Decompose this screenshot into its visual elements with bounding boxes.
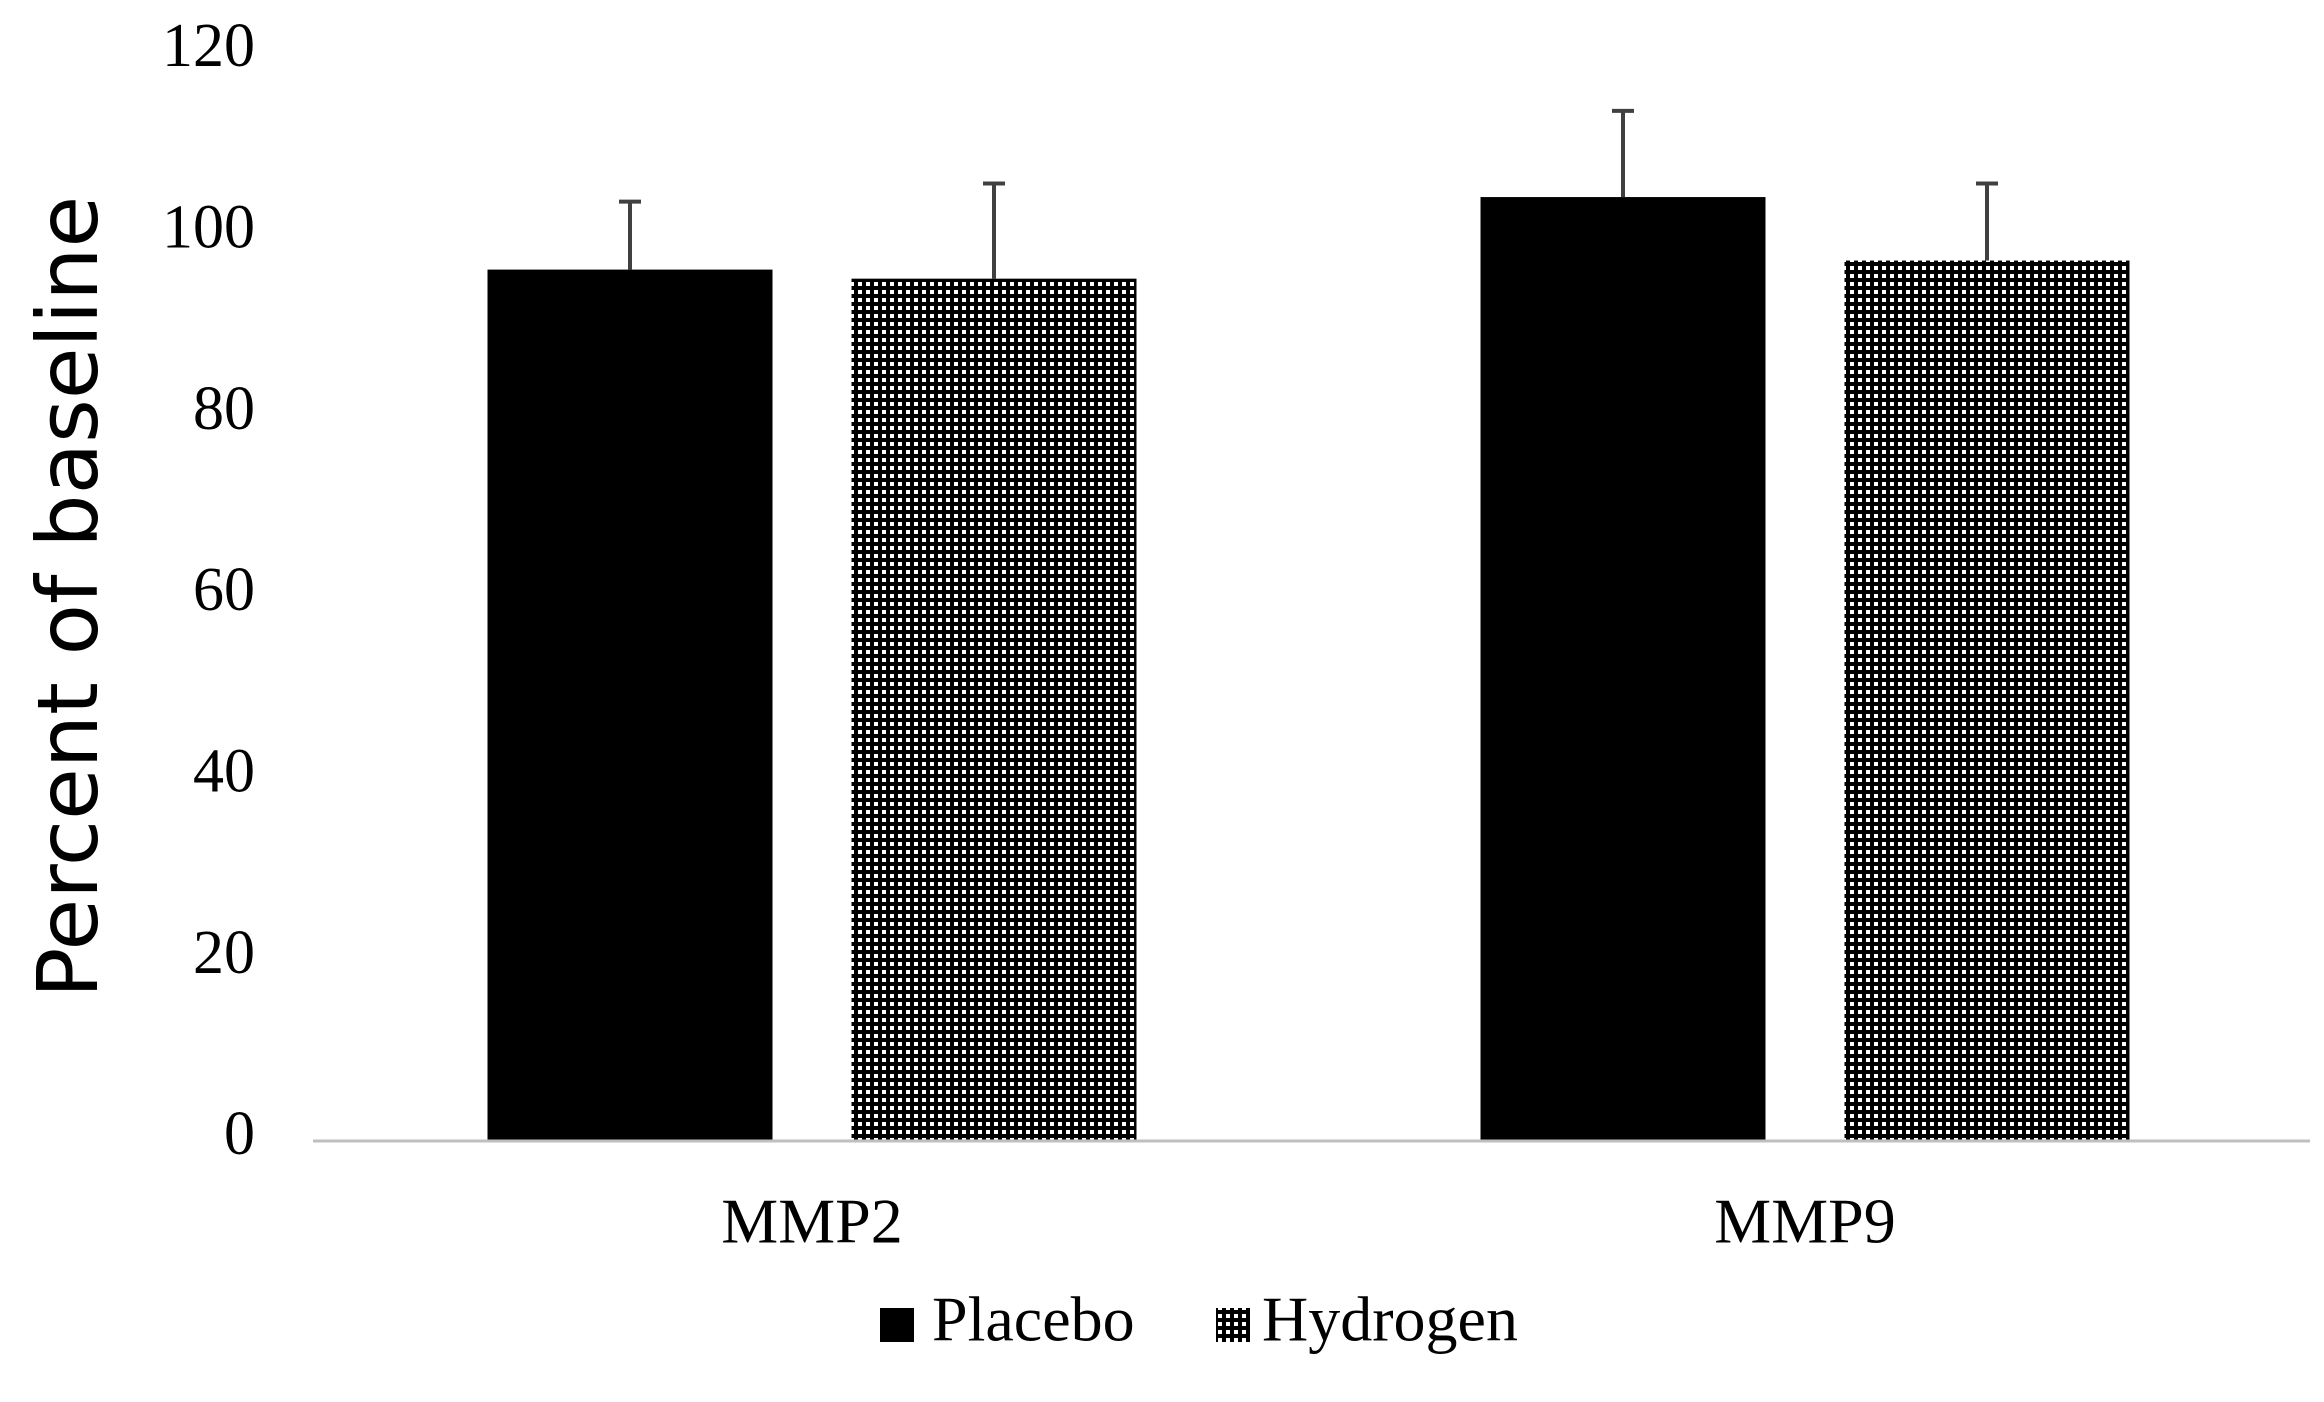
y-axis-title-group: Percent of baseline [19, 196, 117, 998]
bar-hydrogen-mmp9 [1844, 260, 2130, 1140]
error-bars [619, 108, 1998, 279]
legend-swatch-placebo [880, 1308, 914, 1342]
legend-label-placebo: Placebo [932, 1284, 1135, 1355]
y-tick-label: 40 [193, 738, 255, 806]
y-tick-labels: 0 20 40 60 80 100 120 [162, 12, 255, 1168]
bar-hydrogen-mmp2 [851, 278, 1137, 1141]
y-tick-label: 100 [162, 194, 255, 262]
bar-placebo-mmp9 [1480, 197, 1766, 1141]
y-tick-label: 120 [162, 12, 255, 80]
category-label: MMP9 [1714, 1186, 1895, 1257]
category-label: MMP2 [721, 1186, 902, 1257]
category-labels: MMP2 MMP9 [721, 1186, 1895, 1257]
bars [487, 197, 2130, 1141]
y-tick-label: 0 [224, 1100, 255, 1168]
y-tick-label: 80 [193, 375, 255, 443]
legend-label-hydrogen: Hydrogen [1262, 1284, 1518, 1355]
legend: Placebo Hydrogen [880, 1284, 1518, 1355]
y-axis-title: Percent of baseline [19, 196, 117, 998]
y-tick-label: 60 [193, 556, 255, 624]
bar-placebo-mmp2 [487, 269, 773, 1141]
y-tick-label: 20 [193, 919, 255, 987]
legend-swatch-hydrogen [1216, 1308, 1250, 1342]
